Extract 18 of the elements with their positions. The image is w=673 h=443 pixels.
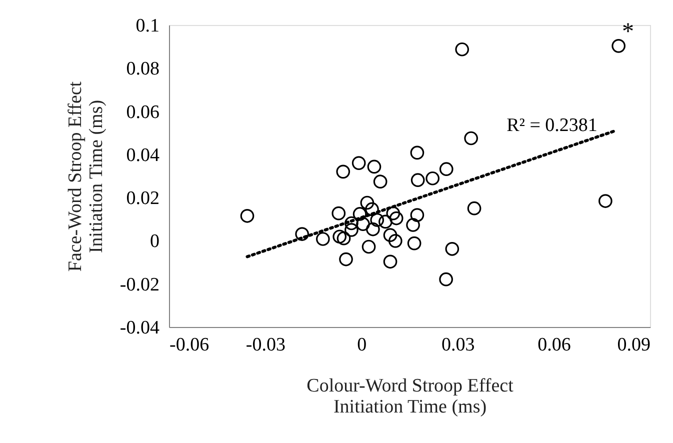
x-tick-label: 0.03: [441, 334, 475, 356]
y-axis-title: Face-Word Stroop Effect Initiation Time (ms): [64, 80, 107, 272]
x-tick-label: -0.06: [170, 334, 210, 356]
y-tick-label: 0: [150, 231, 160, 252]
y-tick-label: 0.02: [126, 188, 160, 210]
y-tick-label: 0.1: [136, 16, 160, 36]
x-tick-label: -0.03: [246, 334, 286, 356]
x-tick-label: 0.09: [617, 334, 650, 356]
x-tick-label: 0.06: [538, 334, 571, 356]
annotation: *: [622, 19, 634, 45]
y-tick-label: 0.06: [126, 102, 160, 123]
y-tick-label: 0.04: [126, 144, 160, 166]
y-tick-label: -0.02: [120, 274, 160, 296]
annotation: R² = 0.2381: [506, 115, 598, 136]
y-tick-label: -0.04: [120, 318, 160, 338]
x-axis-title: Colour-Word Stroop Effect Initiation Time (ms): [306, 376, 514, 418]
x-tick-label: 0: [357, 334, 367, 356]
y-tick-label: 0.08: [126, 58, 160, 80]
